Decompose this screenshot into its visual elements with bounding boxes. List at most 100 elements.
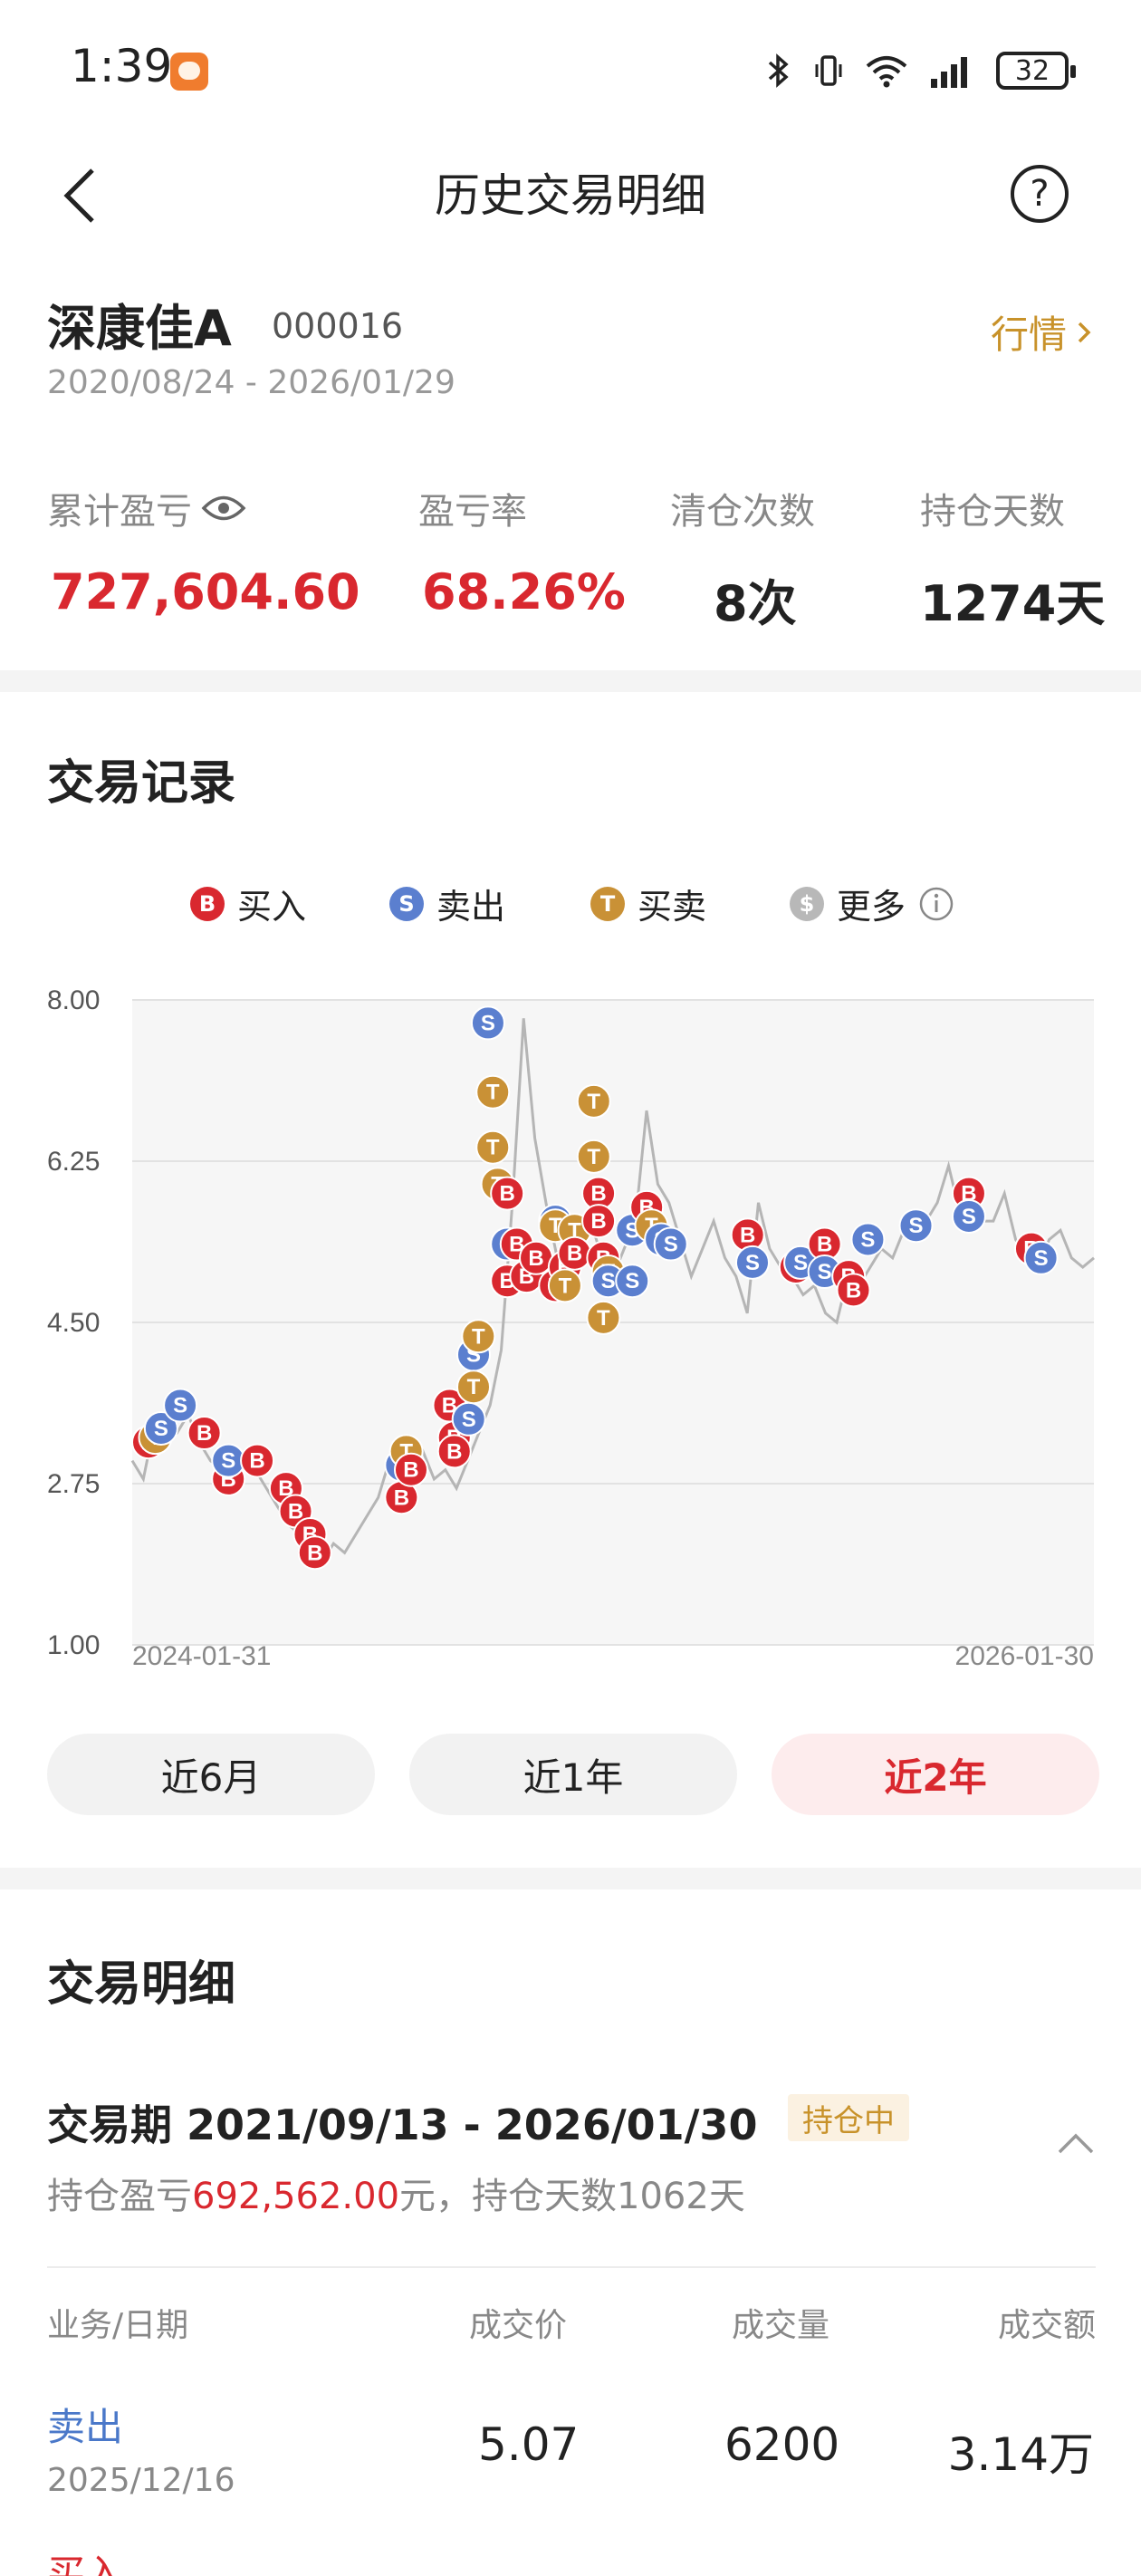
sell-marker[interactable]: S [590, 1264, 626, 1299]
buy-marker[interactable]: B [581, 1176, 617, 1211]
legend-buy: B 买入 [190, 879, 306, 928]
range-1y-button[interactable]: 近1年 [409, 1734, 737, 1815]
sell-marker-dot [143, 1410, 178, 1446]
sell-marker[interactable]: S [451, 1401, 486, 1437]
sell-marker-letter: S [818, 1260, 832, 1284]
buy-marker[interactable]: B [581, 1204, 617, 1239]
sell-marker-dot [850, 1222, 886, 1257]
sell-marker[interactable]: S [211, 1443, 246, 1478]
stat-total-pnl: 累计盈亏 727,604.60 [47, 482, 360, 620]
market-link-label: 行情 [990, 312, 1067, 357]
trade-marker-icon: T [590, 886, 625, 921]
back-arrow-icon[interactable] [54, 161, 105, 230]
trade-marker[interactable]: T [461, 1319, 496, 1354]
chevron-up-icon[interactable] [1056, 2130, 1096, 2158]
buy-marker-letter: B [846, 1278, 861, 1302]
buy-marker[interactable]: B [297, 1535, 332, 1571]
legend-label: 更多 [837, 887, 906, 927]
trade-marker[interactable]: T [586, 1300, 621, 1335]
sell-marker[interactable]: S [1023, 1240, 1059, 1275]
sell-marker[interactable]: S [653, 1226, 688, 1262]
dollar-icon: $ [790, 886, 824, 921]
trade-marker-dot [576, 1139, 611, 1174]
sell-marker[interactable]: S [734, 1245, 770, 1280]
trade-marker[interactable]: T [576, 1083, 611, 1119]
row-type[interactable]: 买入 [47, 2552, 124, 2576]
sell-marker-letter: S [481, 1011, 495, 1035]
stat-label: 持仓天数 [920, 491, 1065, 533]
buy-marker-letter: B [567, 1242, 582, 1266]
trade-marker[interactable]: T [475, 1074, 511, 1110]
stat-label: 盈亏率 [418, 491, 527, 533]
trade-marker-letter: T [559, 1274, 572, 1298]
sell-marker[interactable]: S [807, 1254, 842, 1290]
y-tick-label: 2.75 [47, 1469, 100, 1499]
row-type[interactable]: 卖出 [47, 2405, 124, 2449]
buy-marker-letter: B [403, 1458, 418, 1483]
trade-marker-dot [547, 1268, 582, 1303]
help-icon[interactable]: ? [1011, 165, 1069, 223]
trade-marker-letter: T [597, 1306, 610, 1331]
buy-marker[interactable]: B [836, 1273, 871, 1308]
vibrate-icon [815, 55, 842, 86]
summary-prefix: 持仓盈亏 [47, 2176, 192, 2217]
detail-section-title: 交易明细 [47, 1957, 236, 2012]
range-6m-button[interactable]: 近6月 [47, 1734, 375, 1815]
trade-marker-letter: T [486, 1081, 500, 1105]
trade-marker[interactable]: T [456, 1370, 492, 1405]
trade-marker-dot [456, 1370, 492, 1405]
buy-marker-letter: B [817, 1233, 832, 1257]
sell-marker[interactable]: S [615, 1264, 650, 1299]
sell-marker-letter: S [1034, 1246, 1049, 1271]
trade-marker-letter: T [587, 1145, 600, 1169]
buy-marker-letter: B [740, 1223, 755, 1247]
stat-pnl-rate: 盈亏率 68.26% [418, 482, 626, 620]
sell-marker[interactable]: S [143, 1410, 178, 1446]
trade-marker[interactable]: T [475, 1129, 511, 1165]
range-2y-button[interactable]: 近2年 [772, 1734, 1099, 1815]
section-divider [0, 1868, 1141, 1889]
sell-marker[interactable]: S [470, 1005, 505, 1041]
buy-marker[interactable]: B [490, 1176, 525, 1211]
status-bar: 1:39 32 [0, 0, 1141, 136]
sell-marker[interactable]: S [951, 1199, 986, 1235]
sell-marker-dot [734, 1245, 770, 1280]
market-link[interactable]: 行情 [991, 304, 1094, 360]
trade-marker-letter: T [587, 1090, 600, 1114]
info-icon[interactable] [918, 886, 954, 922]
trade-marker-letter: T [467, 1375, 481, 1399]
sell-marker[interactable]: S [163, 1388, 198, 1423]
price-chart[interactable]: 8.006.254.502.751.00 BTSSBBSBBBBBSTBBBBB… [0, 960, 1141, 1685]
trade-marker[interactable]: T [547, 1268, 582, 1303]
row-amount: 3.14万 [947, 2428, 1094, 2481]
wifi-icon [866, 56, 907, 88]
buy-marker[interactable]: B [436, 1434, 472, 1469]
trade-marker[interactable]: T [576, 1139, 611, 1174]
buy-marker[interactable]: B [384, 1480, 419, 1515]
trade-marker-dot [586, 1300, 621, 1335]
legend-label: 买入 [237, 887, 307, 927]
page-title: 历史交易明细 [435, 169, 706, 222]
buy-marker[interactable]: B [393, 1452, 428, 1487]
buy-marker[interactable]: B [807, 1226, 842, 1262]
buy-marker[interactable]: B [187, 1416, 222, 1451]
period-summary: 持仓盈亏692,562.00元，持仓天数1062天 [47, 2167, 745, 2219]
battery-icon: 32 [996, 52, 1076, 90]
status-icons: 32 [762, 47, 1076, 94]
buy-marker[interactable]: B [730, 1217, 765, 1253]
buy-marker[interactable]: B [557, 1235, 592, 1271]
eye-icon[interactable] [201, 493, 246, 524]
sell-marker-letter: S [793, 1251, 808, 1275]
stat-clear-count: 清仓次数 8次 [670, 482, 815, 632]
legend-more[interactable]: $ 更多 [790, 879, 954, 928]
status-time: 1:39 [71, 40, 173, 92]
buy-marker[interactable]: B [519, 1240, 554, 1275]
sell-marker-letter: S [909, 1214, 924, 1238]
sell-marker[interactable]: S [898, 1208, 934, 1244]
buy-marker-dot [436, 1434, 472, 1469]
buy-marker-letter: B [197, 1421, 212, 1446]
sell-marker[interactable]: S [850, 1222, 886, 1257]
stat-label: 累计盈亏 [47, 491, 192, 533]
buy-marker-letter: B [446, 1439, 462, 1464]
buy-marker[interactable]: B [240, 1443, 275, 1478]
